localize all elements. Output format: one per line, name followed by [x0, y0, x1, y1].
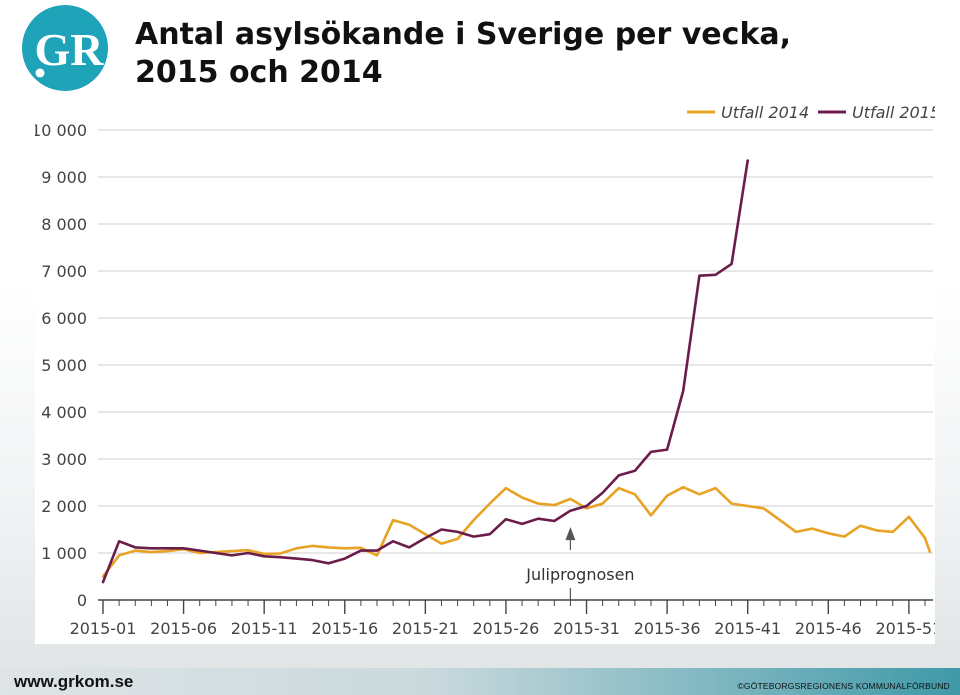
- y-tick-label: 2 000: [41, 497, 87, 516]
- series-line-2014: [101, 485, 927, 578]
- legend: Utfall 2014 Utfall 2015: [687, 103, 940, 122]
- logo-text: GR: [35, 24, 105, 75]
- y-tick-label: 7 000: [41, 262, 87, 281]
- footer-bar: [0, 668, 960, 695]
- annotation-juliprognosen: Juliprognosen: [525, 565, 634, 584]
- y-tick-label: 4 000: [41, 403, 87, 422]
- series-lines: [101, 159, 932, 584]
- y-tick-label: 5 000: [41, 356, 87, 375]
- legend-label-2015: Utfall 2015: [852, 103, 935, 122]
- x-tick-label: 2015-06: [150, 619, 217, 638]
- series-line-2015: [101, 159, 750, 584]
- y-tick-label: 8 000: [41, 215, 87, 234]
- page-title: Antal asylsökande i Sverige per vecka, 2…: [135, 16, 791, 92]
- y-tick-label: 6 000: [41, 309, 87, 328]
- annotations: Juliprognosen: [525, 527, 635, 600]
- title-line-1: Antal asylsökande i Sverige per vecka,: [135, 17, 792, 52]
- y-tick-label: 10 000: [35, 121, 87, 140]
- x-tick-label: 2015-46: [795, 619, 862, 638]
- chart-area: 0 1 000 2 000 3 000 4 000 5 000 6 000 7 000 8 00…: [31, 98, 943, 644]
- y-tick-label: 0: [77, 591, 87, 610]
- series-line-2014: [923, 536, 932, 553]
- legend-label-2014: Utfall 2014: [721, 103, 809, 122]
- annotation-arrow-icon: [565, 527, 576, 541]
- footer-copyright: ©GÖTEBORGSREGIONENS KOMMUNALFÖRBUND: [737, 681, 950, 691]
- x-tick-label: 2015-31: [553, 619, 620, 638]
- x-tick-label: 2015-16: [311, 619, 378, 638]
- x-tick-label: 2015-21: [392, 619, 459, 638]
- footer-url: www.grkom.se: [14, 672, 134, 691]
- logo-dot: [35, 68, 45, 78]
- title-line-2: 2015 och 2014: [135, 55, 383, 90]
- x-tick-label: 2015-41: [714, 619, 781, 638]
- x-tick-labels: 2015-01 2015-06 2015-11 2015-16 2015-21 2015-…: [70, 619, 943, 638]
- x-tick-label: 2015-36: [634, 619, 701, 638]
- x-tick-label: 2015-11: [231, 619, 298, 638]
- grid-lines: [98, 129, 933, 554]
- y-tick-label: 1 000: [41, 544, 87, 563]
- axes: [98, 599, 933, 614]
- x-tick-label: 2015-26: [473, 619, 540, 638]
- x-tick-label: 2015-51: [875, 619, 935, 638]
- y-tick-labels: 0 1 000 2 000 3 000 4 000 5 000 6 000 7 000 8 00…: [31, 121, 87, 610]
- logo-circle: [22, 5, 108, 91]
- y-tick-label: 3 000: [41, 450, 87, 469]
- asylum-line-chart: 0 1 000 2 000 3 000 4 000 5 000 6 000 7 000 8 00…: [31, 103, 943, 638]
- x-tick-label: 2015-01: [70, 619, 137, 638]
- gr-logo: GR: [19, 3, 115, 93]
- y-tick-label: 9 000: [41, 168, 87, 187]
